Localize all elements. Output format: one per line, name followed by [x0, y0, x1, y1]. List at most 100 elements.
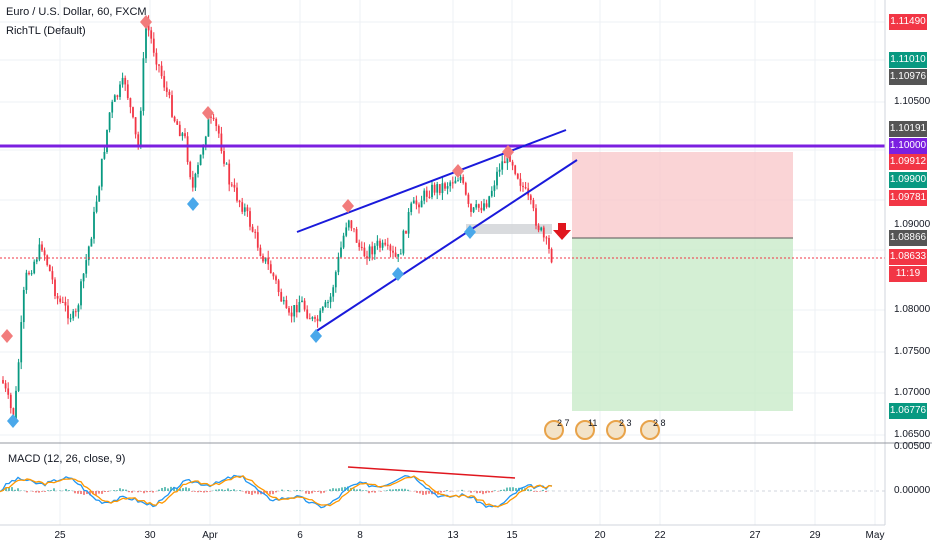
macd-histogram-bar — [149, 491, 151, 492]
macd-histogram-bar — [296, 489, 298, 491]
macd-histogram-bar — [521, 488, 523, 491]
macd-histogram-bar — [530, 489, 532, 491]
macd-histogram-bar — [425, 491, 427, 495]
candle-body — [90, 238, 93, 247]
candle-body — [285, 300, 288, 309]
candle-body — [80, 281, 82, 306]
macd-histogram-bar — [173, 486, 175, 491]
candle-body — [269, 264, 272, 274]
time-axis-label: 29 — [809, 530, 821, 541]
candle-body — [139, 110, 142, 146]
candle-body — [431, 184, 433, 198]
pivot-high-marker — [202, 106, 214, 120]
candle-body — [389, 245, 392, 251]
candle-body — [275, 276, 277, 281]
candle-body — [477, 204, 480, 208]
candle-body — [215, 119, 218, 127]
candle-body — [59, 298, 62, 302]
macd-histogram-bar — [332, 488, 334, 491]
price-tag: 1.09781 — [889, 190, 927, 206]
candle-body — [264, 257, 267, 262]
economic-event-icon[interactable]: 2 3 — [606, 418, 632, 440]
macd-histogram-bar — [89, 491, 91, 496]
pivot-low-marker — [187, 197, 199, 211]
macd-histogram-bar — [404, 488, 406, 491]
indicator-label[interactable]: RichTL (Default) — [6, 25, 86, 37]
candle-body — [548, 237, 550, 249]
candle-body — [191, 177, 194, 188]
macd-histogram-bar — [497, 491, 499, 492]
price-tag: 1.09912 — [889, 154, 927, 170]
macd-histogram-bar — [533, 491, 535, 492]
candle-body — [142, 58, 145, 111]
macd-tick-label: 0.00500 — [894, 441, 931, 452]
economic-event-icon[interactable]: 2 8 — [640, 418, 666, 440]
macd-histogram-bar — [68, 490, 70, 491]
candle-body — [197, 165, 199, 174]
macd-histogram-bar — [494, 490, 496, 491]
candle-body — [256, 232, 259, 248]
candle-body — [397, 254, 400, 257]
macd-histogram-bar — [395, 489, 397, 491]
symbol-title[interactable]: Euro / U.S. Dollar, 60, FXCM — [6, 6, 147, 18]
candle-body — [329, 296, 332, 303]
candle-body — [316, 318, 319, 322]
macd-histogram-bar — [140, 491, 142, 492]
candle-body — [137, 134, 140, 146]
candle-body — [69, 318, 72, 320]
pivot-high-marker — [342, 199, 354, 213]
macd-histogram-bar — [509, 487, 511, 491]
candle-body — [119, 84, 121, 97]
macd-histogram-bar — [35, 491, 37, 493]
candle-body — [433, 184, 436, 193]
candle-body — [509, 151, 511, 162]
macd-histogram-bar — [368, 491, 370, 494]
time-axis-label: 20 — [594, 530, 606, 541]
candle-body — [314, 317, 316, 319]
candle-body — [67, 305, 69, 319]
candle-body — [290, 312, 293, 317]
economic-event-icon[interactable]: 2 7 — [544, 418, 570, 440]
macd-histogram-bar — [308, 491, 310, 494]
time-axis-label: 15 — [506, 530, 518, 541]
candle-body — [306, 309, 309, 319]
candle-body — [480, 207, 483, 211]
candle-body — [457, 180, 459, 182]
macd-histogram-bar — [167, 488, 169, 491]
economic-event-icon[interactable]: 11 — [575, 418, 597, 440]
stop-loss-zone — [572, 152, 793, 238]
candle-body — [381, 242, 384, 248]
macd-label[interactable]: MACD (12, 26, close, 9) — [8, 453, 126, 465]
macd-histogram-bar — [503, 489, 505, 491]
candle-body — [241, 202, 244, 212]
price-tag: 1.11010 — [889, 52, 927, 68]
candle-body — [493, 185, 496, 191]
candle-body — [238, 200, 241, 203]
price-tick-label: 1.07500 — [894, 346, 931, 357]
macd-histogram-bar — [5, 487, 7, 491]
macd-histogram-bar — [113, 490, 115, 491]
macd-histogram-bar — [194, 491, 196, 492]
candle-body — [350, 220, 353, 229]
macd-histogram-bar — [482, 491, 484, 495]
candle-body — [116, 95, 119, 97]
macd-histogram-bar — [47, 490, 49, 491]
candle-body — [425, 190, 428, 197]
candle-body — [332, 287, 335, 297]
candle-body — [472, 207, 475, 212]
macd-histogram-bar — [164, 487, 166, 491]
macd-histogram-bar — [479, 491, 481, 494]
macd-histogram-bar — [365, 490, 367, 491]
candle-body — [121, 77, 124, 85]
macd-histogram-bar — [179, 488, 181, 491]
candle-body — [340, 247, 342, 257]
time-axis-label: May — [865, 530, 885, 541]
candle-body — [108, 112, 111, 130]
candle-body — [496, 171, 498, 186]
candle-body — [233, 184, 236, 188]
macd-histogram-bar — [416, 491, 418, 493]
candle-body — [303, 300, 306, 310]
macd-histogram-bar — [380, 491, 382, 492]
macd-histogram-bar — [197, 491, 199, 493]
